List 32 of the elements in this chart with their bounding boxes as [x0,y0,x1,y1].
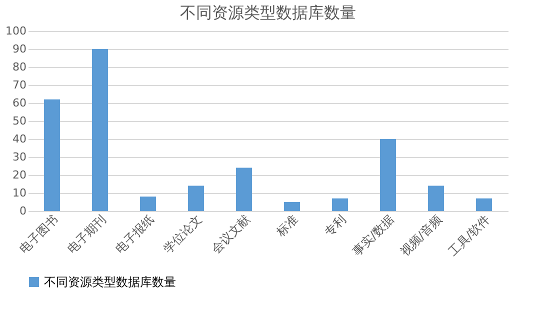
x-tick-label: 标准 [272,212,300,240]
chart-title: 不同资源类型数据库数量 [180,3,356,22]
bar [428,186,444,211]
bar [92,49,108,211]
y-tick-label: 80 [12,60,26,74]
y-tick-label: 70 [12,78,26,92]
x-tick-label: 会议文献 [208,212,252,256]
y-tick-label: 40 [12,132,26,146]
bar [332,198,348,211]
y-tick-label: 60 [12,96,26,110]
y-tick-label: 20 [12,168,26,182]
legend-label: 不同资源类型数据库数量 [44,275,176,289]
y-tick-label: 90 [12,42,26,56]
x-tick-label: 工具/软件 [446,212,492,259]
bar [44,99,60,211]
bar [476,198,492,211]
y-tick-label: 100 [6,24,26,38]
x-tick-label: 电子报纸 [112,212,156,256]
bar [284,202,300,211]
bar [188,186,204,211]
y-tick-label: 0 [20,204,26,218]
x-tick-label: 事实/数据 [350,212,396,259]
x-tick-label: 学位论文 [160,212,204,256]
bar [236,168,252,211]
x-tick-label: 专利 [322,212,348,239]
x-tick-label: 视频/音频 [398,212,444,259]
y-tick-label: 50 [12,114,26,128]
bar [140,196,156,211]
bar [380,139,396,211]
x-tick-label: 电子期刊 [64,212,108,256]
y-tick-label: 10 [12,186,26,200]
y-tick-label: 30 [12,150,26,164]
